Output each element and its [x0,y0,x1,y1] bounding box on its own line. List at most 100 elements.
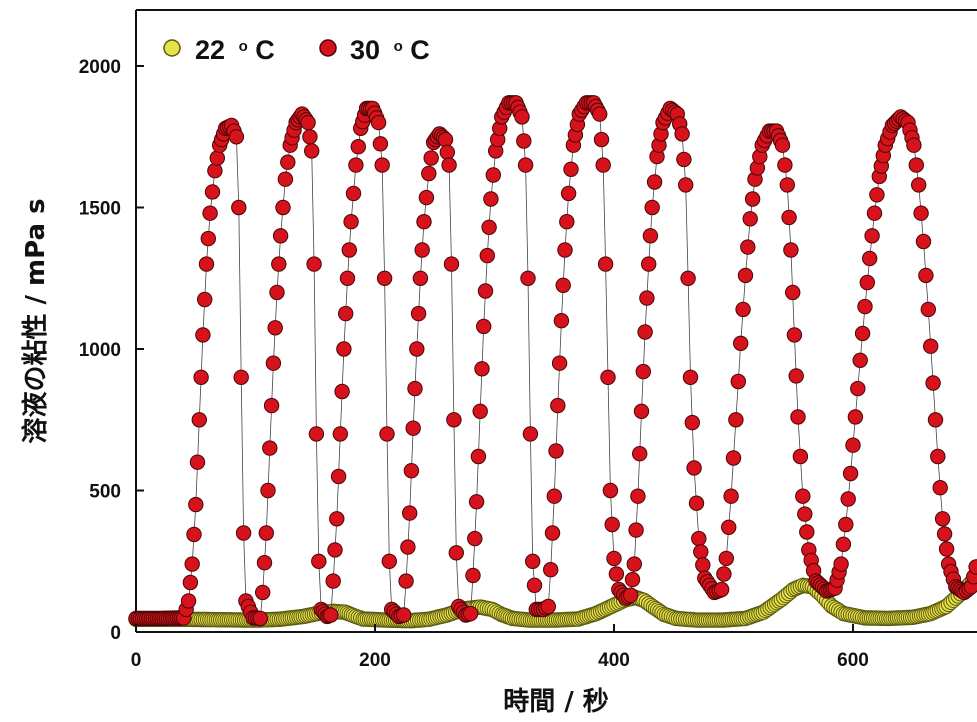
data-point-30c-165 [472,403,488,419]
x-axis-title: 時間 / 秒 [503,687,609,717]
data-point-30c-117 [370,114,387,131]
data-point-30c-333 [833,556,849,572]
data-point-30c-65 [265,355,282,371]
data-point-30c-62 [260,482,276,499]
data-point-30c-342 [854,325,871,342]
data-point-30c-29 [189,454,206,470]
data-point-30c-120 [376,270,393,286]
y-tick-label-500: 500 [89,482,121,503]
legend-label-22c-value: 22 [195,35,225,65]
data-point-30c-82 [300,114,316,131]
data-point-30c-84 [304,143,320,159]
data-point-30c-199 [544,525,561,541]
data-point-30c-104 [343,214,359,230]
data-point-30c-227 [602,482,619,499]
y-tick-label-1000: 1000 [79,340,121,361]
data-point-30c-206 [557,242,573,258]
data-point-30c-249 [646,174,663,190]
data-point-30c-191 [526,577,543,593]
data-point-30c-93 [323,607,339,623]
data-point-30c-379 [938,541,955,557]
data-point-30c-69 [272,228,289,244]
data-point-30c-67 [269,284,285,301]
plot-area [135,9,977,633]
series-30c [128,95,977,627]
data-point-30c-186 [516,133,532,149]
data-point-30c-130 [400,539,416,555]
data-point-30c-137 [412,270,429,286]
data-point-30c-316 [797,506,813,522]
legend-label-22c-unit: C [255,35,275,65]
data-point-30c-83 [302,129,318,145]
data-point-30c-118 [372,136,389,152]
data-point-30c-248 [644,199,660,216]
data-point-30c-288 [735,301,751,318]
data-point-30c-207 [559,214,575,230]
data-point-30c-366 [908,157,924,173]
data-point-30c-190 [525,553,541,569]
data-point-30c-163 [468,494,485,510]
data-point-30c-281 [718,550,734,567]
data-point-30c-247 [642,228,659,244]
data-point-30c-106 [348,157,364,173]
data-point-30c-136 [410,305,427,322]
data-point-30c-348 [869,187,885,203]
data-point-30c-36 [202,205,218,221]
data-point-30c-200 [546,488,562,504]
data-point-30c-262 [676,151,692,168]
data-point-30c-371 [920,301,936,318]
data-point-30c-169 [479,247,495,264]
data-point-30c-99 [334,383,350,400]
data-point-30c-61 [258,525,274,541]
data-point-30c-85 [306,256,322,272]
data-point-30c-291 [742,211,758,227]
data-point-30c-280 [716,566,732,582]
data-point-30c-160 [462,605,479,622]
y-tick-label-1500: 1500 [79,199,121,220]
data-point-30c-347 [866,205,883,221]
data-point-30c-268 [688,495,705,511]
legend-label-30c-value: 30 [350,35,380,65]
data-point-30c-32 [195,327,211,343]
data-point-30c-244 [637,324,653,340]
data-point-30c-305 [774,137,791,153]
data-point-30c-129 [398,573,414,589]
data-point-30c-246 [641,256,657,272]
data-point-30c-60 [256,555,273,571]
data-point-30c-98 [332,426,348,442]
data-point-30c-373 [925,375,941,391]
data-point-30c-222 [592,106,608,122]
data-point-30c-72 [280,154,296,170]
data-point-30c-38 [207,163,223,179]
data-point-30c-48 [228,129,245,145]
data-point-30c-119 [374,157,390,173]
data-point-30c-209 [563,161,579,178]
data-point-30c-97 [330,468,347,485]
data-point-30c-290 [740,239,756,255]
data-point-30c-122 [381,553,397,569]
svg-text:30 o C: 30 o C [350,27,430,65]
x-tick-label-400: 400 [598,650,630,671]
data-point-30c-197 [540,598,556,615]
data-point-30c-103 [341,242,357,258]
data-point-30c-50 [233,369,249,385]
data-point-30c-166 [474,361,490,377]
data-point-30c-283 [723,488,739,504]
data-point-30c-102 [339,270,356,286]
data-point-30c-152 [443,256,460,272]
data-point-30c-128 [396,607,412,623]
data-point-30c-63 [262,440,278,456]
data-point-30c-376 [932,480,948,496]
data-point-30c-133 [405,420,421,436]
data-point-30c-340 [850,380,866,397]
data-point-30c-224 [595,157,611,173]
data-point-30c-105 [345,185,362,202]
data-point-30c-141 [421,165,437,182]
y-tick-label-2000: 2000 [79,57,121,78]
data-point-30c-149 [437,131,454,148]
data-point-30c-189 [522,426,539,442]
data-point-30c-236 [623,587,639,603]
data-point-30c-203 [551,355,568,371]
data-point-30c-313 [790,409,806,425]
data-point-30c-68 [271,256,287,272]
